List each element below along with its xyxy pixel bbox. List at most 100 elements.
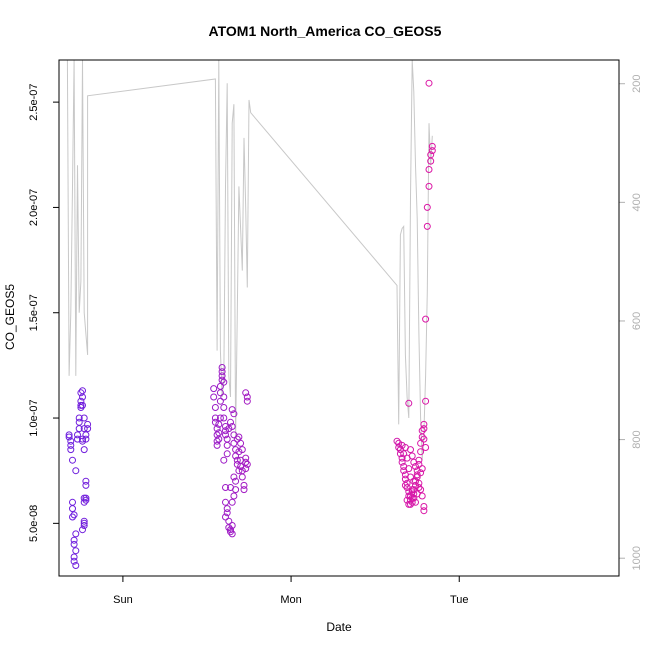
data-point — [216, 382, 224, 390]
data-point — [77, 397, 85, 405]
right-tick-label: 200 — [631, 75, 643, 93]
data-point — [216, 397, 224, 405]
data-point — [417, 469, 425, 477]
data-point — [422, 315, 430, 323]
x-tick-label: Tue — [450, 594, 469, 606]
data-point — [210, 385, 218, 393]
y-axis: 5.0e-08 1.0e-07 1.5e-07 2.0e-07 2.5e-07 — [28, 83, 59, 542]
data-point — [415, 484, 423, 491]
y-axis-label: CO_GEOS5 — [3, 284, 17, 350]
data-point — [233, 456, 241, 464]
right-tick-label: 1000 — [631, 546, 643, 570]
data-point — [228, 530, 236, 538]
data-point — [400, 450, 408, 458]
data-point — [395, 439, 403, 447]
data-point — [405, 500, 413, 508]
data-point — [82, 477, 90, 485]
x-tick-label: Sun — [113, 594, 133, 606]
data-point — [417, 486, 425, 494]
data-point — [228, 522, 236, 529]
right-tick-label: 600 — [631, 312, 643, 330]
right-axis: 200 400 600 800 1000 — [619, 75, 643, 570]
data-point — [230, 410, 238, 418]
data-point — [213, 441, 221, 449]
data-point — [230, 473, 238, 481]
data-point — [222, 498, 229, 506]
data-point — [420, 425, 428, 433]
data-point — [413, 490, 421, 498]
data-point — [70, 511, 78, 519]
data-point — [412, 463, 419, 470]
data-point — [235, 448, 243, 456]
y-tick-label: 2.5e-07 — [28, 83, 40, 120]
data-point — [427, 151, 435, 159]
data-point — [420, 420, 428, 428]
y-tick-label: 1.5e-07 — [28, 294, 40, 331]
data-point — [228, 423, 236, 430]
data-point — [82, 481, 90, 489]
data-point — [72, 562, 80, 569]
data-point — [428, 147, 436, 155]
data-point — [228, 498, 236, 506]
data-point — [420, 435, 428, 443]
data-point — [230, 439, 238, 447]
data-point — [232, 452, 240, 460]
data-point — [423, 203, 431, 211]
data-point — [418, 465, 426, 473]
data-point — [69, 456, 76, 464]
data-point — [235, 467, 243, 475]
data-point — [420, 507, 428, 515]
data-point — [65, 431, 73, 439]
data-point — [79, 387, 86, 395]
data-point — [218, 364, 226, 371]
y-tick-label: 1.0e-07 — [28, 399, 40, 436]
data-point — [70, 536, 78, 544]
data-point — [410, 458, 418, 466]
data-point — [69, 498, 76, 506]
data-point — [225, 425, 233, 433]
data-point — [243, 460, 251, 468]
data-point — [218, 376, 226, 384]
data-point — [67, 437, 75, 445]
data-point — [80, 517, 88, 525]
data-point — [403, 479, 411, 487]
data-point — [72, 467, 80, 475]
data-point — [237, 439, 245, 447]
data-point — [77, 389, 85, 397]
data-point — [240, 481, 248, 489]
data-point — [405, 399, 413, 407]
data-point — [70, 553, 78, 561]
data-point — [75, 414, 83, 422]
data-point — [84, 420, 92, 428]
data-point — [425, 166, 433, 173]
data-point — [222, 513, 229, 521]
data-point — [412, 498, 419, 506]
data-point — [227, 418, 234, 426]
data-point — [82, 435, 90, 443]
data-point — [242, 465, 250, 473]
data-point — [80, 522, 88, 529]
data-point — [405, 465, 413, 473]
data-point — [220, 378, 228, 386]
data-point — [80, 425, 88, 433]
data-point — [232, 486, 240, 494]
data-point — [396, 450, 404, 458]
data-point — [218, 368, 226, 376]
data-point — [67, 446, 75, 454]
y-tick-label: 2.0e-07 — [28, 189, 40, 226]
plot-area — [65, 60, 436, 569]
data-point — [407, 492, 414, 500]
data-point — [413, 471, 421, 479]
data-point — [222, 484, 229, 491]
data-point — [222, 431, 229, 439]
x-tick-label: Mon — [280, 594, 301, 606]
data-point — [403, 454, 411, 462]
data-point — [223, 505, 231, 513]
data-point — [225, 524, 233, 532]
data-point — [213, 437, 221, 445]
data-point — [220, 414, 228, 422]
data-point — [398, 458, 406, 466]
data-point — [408, 486, 416, 494]
data-point — [393, 437, 401, 445]
